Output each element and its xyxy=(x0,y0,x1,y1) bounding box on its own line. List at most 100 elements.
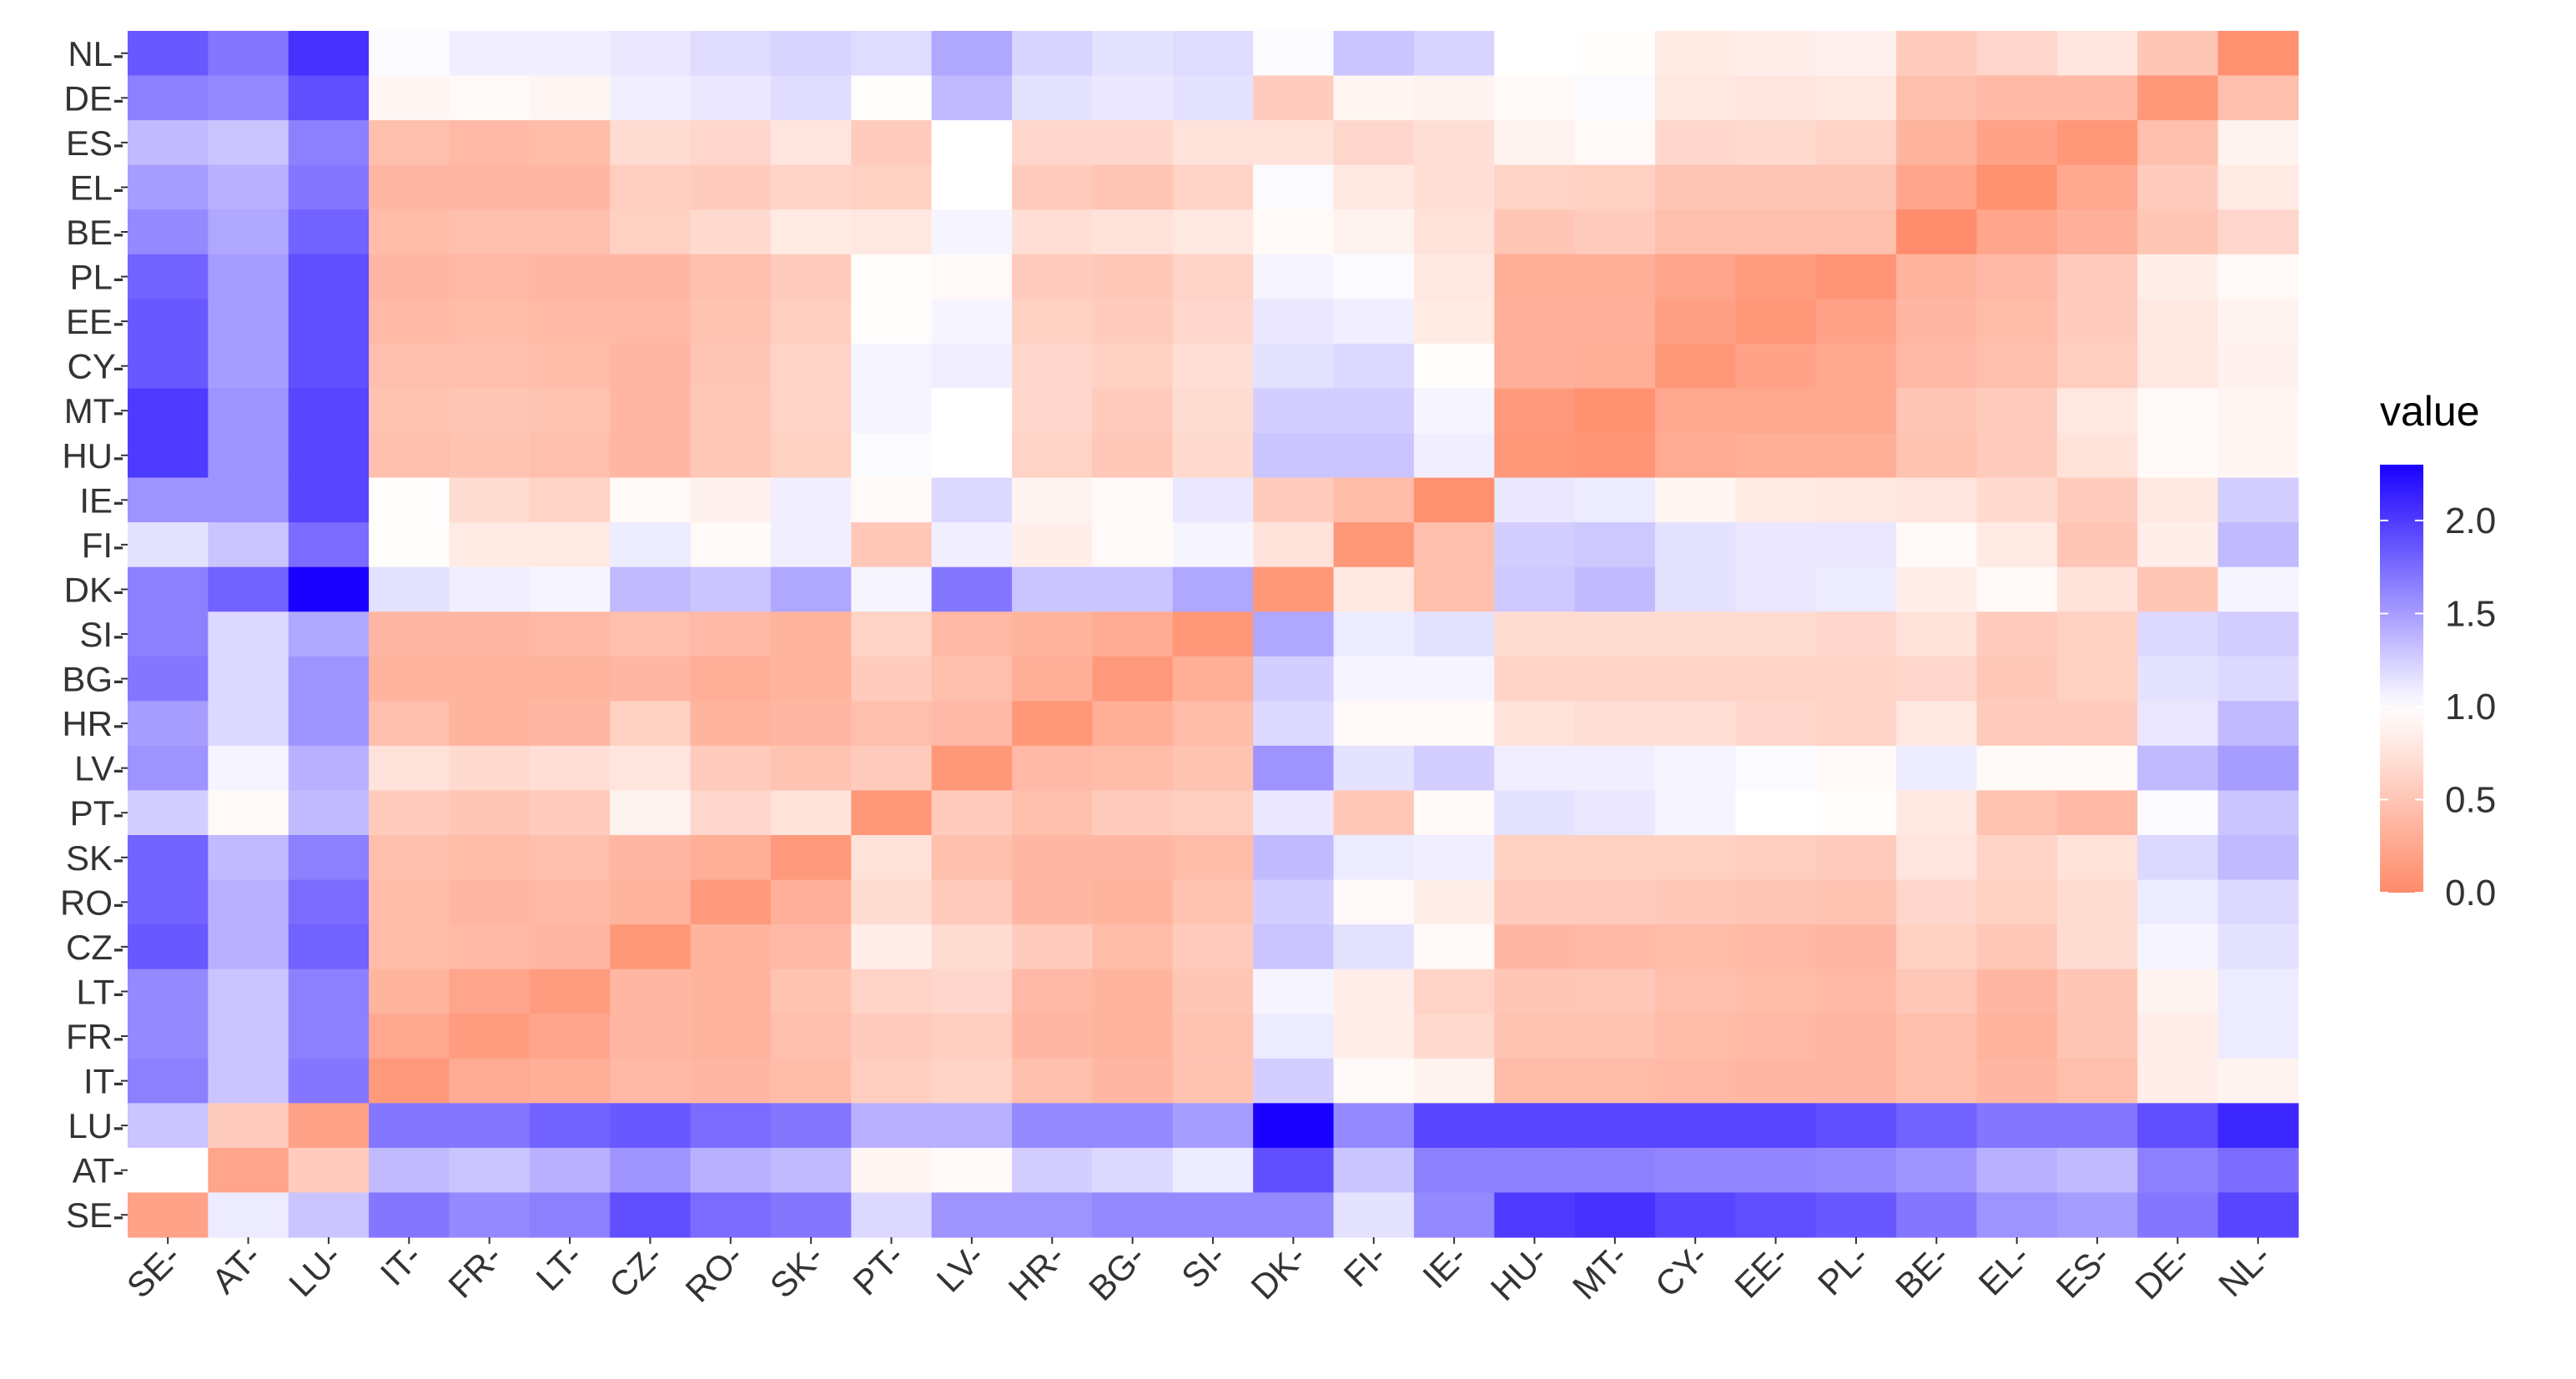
heatmap-cell-pt-si xyxy=(1172,790,1254,836)
heatmap-cell-hr-cy xyxy=(1655,701,1737,747)
heatmap-cell-nl-lt xyxy=(529,31,611,77)
heatmap-cell-bg-be xyxy=(1896,656,1978,702)
y-tick-label-lt: LT- xyxy=(76,972,124,1011)
x-tick-label-de: DE- xyxy=(2127,1236,2197,1306)
heatmap-cell-se-pt xyxy=(851,1192,933,1238)
heatmap-cell-ie-it xyxy=(369,477,450,523)
heatmap-cell-mt-si xyxy=(1172,388,1254,434)
heatmap-cell-it-at xyxy=(208,1058,289,1104)
heatmap-cell-dk-fr xyxy=(449,566,531,612)
x-tick-label-ro: RO- xyxy=(677,1236,751,1310)
heatmap-cell-el-fr xyxy=(449,164,531,210)
x-tick-label-se: SE- xyxy=(119,1236,189,1306)
heatmap-cell-fr-lv xyxy=(931,1014,1013,1059)
heatmap-cell-es-fr xyxy=(449,120,531,166)
heatmap-cell-ie-pl xyxy=(1815,477,1897,523)
heatmap-cell-sk-mt xyxy=(1574,835,1656,881)
heatmap-cell-cy-cy xyxy=(1655,343,1737,390)
heatmap-cell-es-lv xyxy=(931,120,1013,166)
heatmap-cell-sk-ee xyxy=(1735,835,1817,881)
heatmap-cell-si-ie xyxy=(1413,611,1495,657)
x-tick-label-dk: DK- xyxy=(1243,1236,1313,1306)
x-tick-label-pt: PT- xyxy=(845,1236,911,1302)
heatmap-cell-fi-cy xyxy=(1655,522,1737,568)
heatmap-cell-ee-dk xyxy=(1253,299,1335,345)
heatmap-cell-be-ie xyxy=(1413,209,1495,255)
heatmap-cell-sk-ro xyxy=(690,835,772,881)
heatmap-cell-be-bg xyxy=(1092,209,1174,255)
heatmap-cell-de-hu xyxy=(1494,75,1576,121)
heatmap-cell-mt-lv xyxy=(931,388,1013,434)
heatmap-cell-nl-ro xyxy=(690,31,772,77)
heatmap-cell-lu-es xyxy=(2056,1103,2138,1149)
heatmap-cell-se-fi xyxy=(1333,1192,1415,1238)
heatmap-cell-ro-ee xyxy=(1735,879,1817,925)
heatmap-cell-ie-sk xyxy=(770,477,852,523)
heatmap-cell-sk-lt xyxy=(529,835,611,881)
heatmap-cell-sk-lv xyxy=(931,835,1013,881)
heatmap-cell-hu-ro xyxy=(690,433,772,479)
heatmap-cell-es-de xyxy=(2137,120,2219,166)
heatmap-cell-fr-dk xyxy=(1253,1014,1335,1059)
heatmap-cell-cz-fr xyxy=(449,924,531,970)
heatmap-cell-dk-ie xyxy=(1413,566,1495,612)
heatmap-cell-fi-ee xyxy=(1735,522,1817,568)
heatmap-cell-bg-ee xyxy=(1735,656,1817,702)
heatmap-cell-cy-lu xyxy=(288,343,370,390)
heatmap-cell-ie-fr xyxy=(449,477,531,523)
y-tick-label-fi: FI- xyxy=(82,526,124,565)
heatmap-cell-fr-se xyxy=(128,1014,209,1059)
heatmap-cell-fr-fr xyxy=(449,1014,531,1059)
heatmap-cell-lt-it xyxy=(369,969,450,1014)
heatmap-cell-hr-fi xyxy=(1333,701,1415,747)
heatmap-cell-de-pt xyxy=(851,75,933,121)
heatmap-cell-lt-be xyxy=(1896,969,1978,1014)
heatmap-cell-se-cy xyxy=(1655,1192,1737,1238)
heatmap-cell-hu-sk xyxy=(770,433,852,479)
heatmap-cell-hu-lt xyxy=(529,433,611,479)
heatmap-cell-cy-at xyxy=(208,343,289,390)
heatmap-cell-es-el xyxy=(1976,120,2058,166)
heatmap-cell-mt-sk xyxy=(770,388,852,434)
heatmap-cell-cz-sk xyxy=(770,924,852,970)
heatmap-cell-se-lu xyxy=(288,1192,370,1238)
heatmap-cell-be-fi xyxy=(1333,209,1415,255)
heatmap-cell-ro-lt xyxy=(529,879,611,925)
heatmap-cell-hu-hr xyxy=(1012,433,1094,479)
heatmap-cell-se-es xyxy=(2056,1192,2138,1238)
heatmap-cell-ro-se xyxy=(128,879,209,925)
heatmap-cell-de-ie xyxy=(1413,75,1495,121)
heatmap-cell-fr-at xyxy=(208,1014,289,1059)
heatmap-cell-be-it xyxy=(369,209,450,255)
heatmap-cell-lv-ie xyxy=(1413,745,1495,792)
heatmap-cell-hr-at xyxy=(208,701,289,747)
heatmap-cell-es-at xyxy=(208,120,289,166)
heatmap-cell-pl-lt xyxy=(529,254,611,299)
heatmap-cell-cy-hu xyxy=(1494,343,1576,390)
heatmap-cell-lt-hr xyxy=(1012,969,1094,1014)
heatmap-cell-dk-se xyxy=(128,566,209,612)
heatmap-cell-pt-lv xyxy=(931,790,1013,836)
heatmap-cell-ro-lv xyxy=(931,879,1013,925)
heatmap-cell-lu-cy xyxy=(1655,1103,1737,1149)
heatmap-cell-ee-es xyxy=(2056,299,2138,345)
heatmap-cell-fi-at xyxy=(208,522,289,568)
heatmap-cell-mt-lt xyxy=(529,388,611,434)
heatmap-cell-ie-ro xyxy=(690,477,772,523)
heatmap-cell-lt-hu xyxy=(1494,969,1576,1014)
heatmap-cell-lt-si xyxy=(1172,969,1254,1014)
heatmap-cell-se-be xyxy=(1896,1192,1978,1238)
heatmap-cell-fi-pt xyxy=(851,522,933,568)
heatmap-cell-ro-el xyxy=(1976,879,2058,925)
heatmap-cell-ie-ie xyxy=(1413,477,1495,523)
heatmap-cell-si-bg xyxy=(1092,611,1174,657)
heatmap-cell-mt-el xyxy=(1976,388,2058,434)
heatmap-cells xyxy=(128,31,2299,1238)
heatmap-cell-hr-dk xyxy=(1253,701,1335,747)
heatmap-cell-bg-hr xyxy=(1012,656,1094,702)
y-tick-label-lv: LV- xyxy=(74,749,124,788)
heatmap-cell-es-se xyxy=(128,120,209,166)
heatmap-cell-be-at xyxy=(208,209,289,255)
heatmap-cell-at-fi xyxy=(1333,1147,1415,1194)
heatmap-cell-ie-nl xyxy=(2217,477,2299,523)
